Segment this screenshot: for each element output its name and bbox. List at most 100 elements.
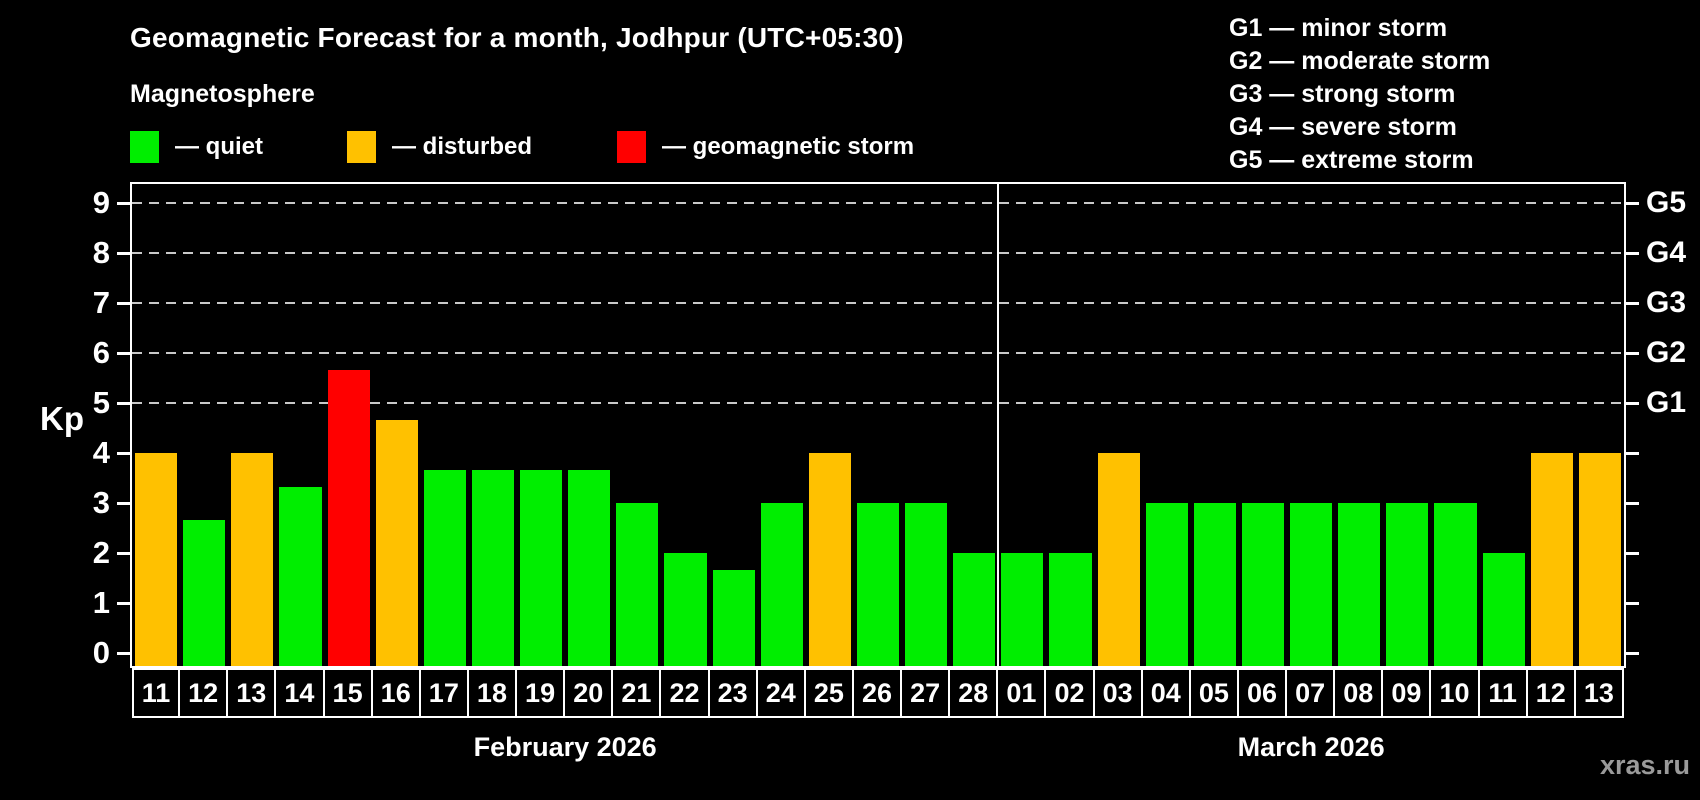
month-divider-line [997,184,1000,666]
day-label-march-13: 13 [1573,668,1624,718]
gridline-kp7 [132,302,1624,304]
g1-legend-line: G1 — minor storm [1229,14,1448,42]
kp-bar-february-12 [183,519,226,666]
day-label-february-14: 14 [274,668,325,718]
y-tick-label-8: 8 [92,235,110,270]
day-label-february-22: 22 [659,668,710,718]
legend-label-storm: — geomagnetic storm [662,133,915,160]
page-title: Geomagnetic Forecast for a month, Jodhpu… [130,22,904,53]
kp-bar-february-19 [520,469,563,666]
left-tick-9 [117,202,130,205]
day-label-february-12: 12 [178,668,229,718]
legend-item-disturbed: — disturbed [347,130,532,164]
plot-area: 0 1 2 3 4 5 6 7 8 9 G1 G2 G3 G4 G5 [93,182,1686,670]
y-tick-label-9: 9 [92,185,110,220]
kp-bar-march-12 [1530,453,1573,666]
day-label-february-15: 15 [322,668,373,718]
kp-bar-march-06 [1241,503,1285,666]
g-tick-label-g4: G4 [1646,236,1687,269]
day-label-february-13: 13 [226,668,277,718]
day-label-february-18: 18 [466,668,518,718]
kp-bar-february-28 [953,553,996,666]
day-label-february-23: 23 [707,668,758,718]
kp-bar-march-02 [1049,553,1092,666]
day-label-march-08: 08 [1333,668,1384,718]
kp-bar-march-01 [1001,553,1044,666]
day-label-march-09: 09 [1381,668,1432,718]
kp-bar-march-03 [1097,453,1140,666]
kp-bar-february-13 [231,453,274,666]
kp-bar-march-04 [1145,503,1188,666]
day-label-february-25: 25 [803,668,854,718]
y-axis-title: Kp [40,400,84,437]
day-label-march-04: 04 [1140,668,1191,718]
day-label-march-07: 07 [1285,668,1336,718]
kp-bar-february-23 [712,569,755,666]
g5-legend-line: G5 — extreme storm [1229,146,1474,174]
kp-bar-march-11 [1482,553,1525,666]
right-tick-6 [1626,352,1639,355]
g-tick-label-g1: G1 [1646,386,1687,419]
kp-bar-february-22 [664,553,707,666]
magnetosphere-label: Magnetosphere [130,80,315,108]
y-tick-label-5: 5 [92,385,110,420]
kp-bar-february-25 [808,453,851,666]
kp-bar-march-07 [1290,503,1333,666]
kp-bar-february-14 [279,486,322,666]
kp-bar-march-08 [1338,503,1381,666]
right-tick-4 [1626,452,1639,455]
quiet-color-swatch [130,131,159,163]
kp-bar-february-16 [375,419,418,666]
day-label-march-12: 12 [1525,668,1576,718]
left-tick-4 [117,452,130,455]
gridline-kp6 [132,352,1624,354]
g3-legend-line: G3 — strong storm [1229,80,1456,108]
kp-bar-march-10 [1434,503,1477,666]
kp-bar-february-26 [856,503,900,666]
kp-bar-february-18 [471,469,515,666]
y-tick-label-2: 2 [92,535,110,570]
g-scale-legend: G1 — minor storm G2 — moderate storm G3 … [1229,12,1490,177]
day-label-february-27: 27 [900,668,951,718]
right-tick-8 [1626,252,1639,255]
day-label-march-03: 03 [1092,668,1143,718]
day-label-february-26: 26 [851,668,903,718]
day-label-february-20: 20 [563,668,614,718]
left-tick-2 [117,552,130,555]
right-tick-3 [1626,502,1639,505]
kp-bar-february-15 [327,369,370,666]
legend-label-quiet: — quiet [175,133,263,160]
left-tick-3 [117,502,130,505]
day-label-march-10: 10 [1429,668,1480,718]
g2-legend-line: G2 — moderate storm [1229,47,1491,75]
day-label-february-11: 11 [132,668,181,718]
g-tick-label-g3: G3 [1646,286,1687,319]
y-tick-label-3: 3 [92,485,110,520]
day-label-march-05: 05 [1188,668,1239,718]
kp-bar-february-20 [568,469,611,666]
g4-legend-line: G4 — severe storm [1229,113,1457,141]
day-label-march-02: 02 [1044,668,1095,718]
right-tick-2 [1626,552,1639,555]
kp-bar-february-21 [616,503,659,666]
y-tick-label-4: 4 [92,435,110,470]
day-label-february-28: 28 [948,668,999,718]
day-label-march-01: 01 [996,668,1047,718]
watermark-xras: xras.ru [1599,750,1690,780]
day-label-march-11: 11 [1477,668,1528,718]
legend-item-storm: — geomagnetic storm [617,130,914,164]
right-tick-7 [1626,302,1639,305]
disturbed-color-swatch [347,131,376,163]
left-tick-5 [117,402,130,405]
day-label-february-16: 16 [370,668,421,718]
right-tick-9 [1626,202,1639,205]
left-tick-6 [117,352,130,355]
left-tick-7 [117,302,130,305]
kp-bar-march-05 [1193,503,1236,666]
day-axis-row: 11 12 13 14 15 16 17 18 19 20 21 22 23 24 25 26 27 28 01 02… [132,668,1624,718]
day-label-february-19: 19 [515,668,566,718]
kp-bar-february-17 [423,469,466,666]
y-tick-label-1: 1 [92,585,110,620]
legend-label-disturbed: — disturbed [392,133,533,160]
